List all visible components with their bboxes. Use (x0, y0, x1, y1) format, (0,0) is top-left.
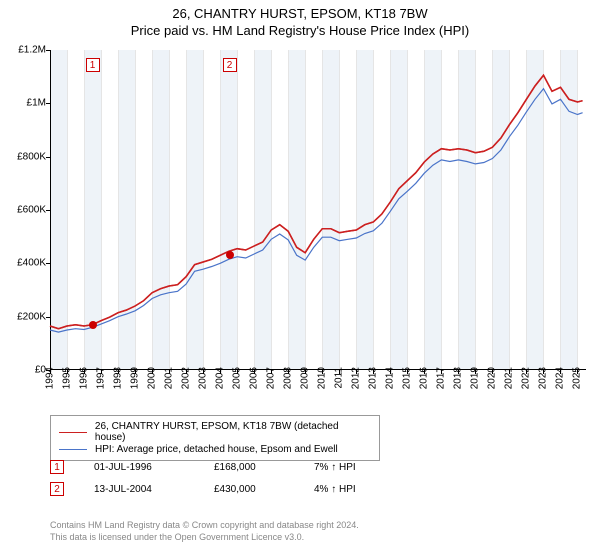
xtick-label: 2001 (164, 367, 175, 389)
sale-marker-2: 2 (50, 482, 64, 496)
xtick-label: 2003 (198, 367, 209, 389)
sale-date-1: 01-JUL-1996 (94, 462, 184, 473)
chart-marker-2: 2 (223, 58, 237, 72)
footer-attribution: Contains HM Land Registry data © Crown c… (50, 520, 359, 543)
chart-subtitle: Price paid vs. HM Land Registry's House … (0, 23, 600, 38)
xtick-label: 2005 (232, 367, 243, 389)
ytick-mark (46, 263, 50, 264)
legend-label-hpi: HPI: Average price, detached house, Epso… (95, 444, 338, 455)
legend-box: 26, CHANTRY HURST, EPSOM, KT18 7BW (deta… (50, 415, 380, 461)
sale-price-2: £430,000 (214, 484, 284, 495)
chart-title: 26, CHANTRY HURST, EPSOM, KT18 7BW (0, 6, 600, 21)
xtick-label: 2019 (470, 367, 481, 389)
ytick-mark (46, 370, 50, 371)
xtick-label: 2014 (385, 367, 396, 389)
ytick-mark (46, 103, 50, 104)
sale-marker-1: 1 (50, 460, 64, 474)
xtick-label: 2012 (351, 367, 362, 389)
xtick-label: 2007 (266, 367, 277, 389)
sale-pct-2: 4% ↑ HPI (314, 484, 356, 495)
xtick-label: 2013 (368, 367, 379, 389)
sale-price-1: £168,000 (214, 462, 284, 473)
xtick-label: 2006 (249, 367, 260, 389)
ytick-mark (46, 50, 50, 51)
footer-line1: Contains HM Land Registry data © Crown c… (50, 520, 359, 532)
ytick-label: £800K (2, 151, 46, 162)
ytick-label: £1M (2, 98, 46, 109)
footer-line2: This data is licensed under the Open Gov… (50, 532, 359, 544)
sale-date-2: 13-JUL-2004 (94, 484, 184, 495)
ytick-mark (46, 317, 50, 318)
ytick-mark (46, 210, 50, 211)
ytick-label: £400K (2, 258, 46, 269)
xtick-label: 2010 (317, 367, 328, 389)
xtick-label: 2022 (521, 367, 532, 389)
legend-row-hpi: HPI: Average price, detached house, Epso… (59, 444, 371, 455)
xtick-label: 2009 (300, 367, 311, 389)
xtick-label: 1999 (130, 367, 141, 389)
xtick-label: 1998 (113, 367, 124, 389)
ytick-label: £0 (2, 365, 46, 376)
legend-label-property: 26, CHANTRY HURST, EPSOM, KT18 7BW (deta… (95, 421, 371, 443)
legend-swatch-blue (59, 449, 87, 450)
xtick-label: 1996 (79, 367, 90, 389)
xtick-label: 1997 (96, 367, 107, 389)
sale-row-2: 2 13-JUL-2004 £430,000 4% ↑ HPI (50, 482, 356, 496)
sale-row-1: 1 01-JUL-1996 £168,000 7% ↑ HPI (50, 460, 356, 474)
xtick-label: 2004 (215, 367, 226, 389)
xtick-label: 2002 (181, 367, 192, 389)
sale-pct-1: 7% ↑ HPI (314, 462, 356, 473)
xtick-label: 2020 (487, 367, 498, 389)
series-line-red-top (50, 75, 583, 328)
xtick-label: 1995 (62, 367, 73, 389)
series-line-blue (50, 89, 583, 332)
xtick-label: 2015 (402, 367, 413, 389)
sale-dot-1 (89, 321, 97, 329)
xtick-label: 2023 (538, 367, 549, 389)
title-block: 26, CHANTRY HURST, EPSOM, KT18 7BW Price… (0, 0, 600, 38)
sales-table: 1 01-JUL-1996 £168,000 7% ↑ HPI 2 13-JUL… (50, 460, 356, 504)
ytick-label: £200K (2, 311, 46, 322)
xtick-label: 2025 (572, 367, 583, 389)
xtick-label: 2017 (436, 367, 447, 389)
xtick-label: 2000 (147, 367, 158, 389)
ytick-label: £600K (2, 205, 46, 216)
ytick-label: £1.2M (2, 45, 46, 56)
ytick-mark (46, 157, 50, 158)
line-series-svg (50, 50, 586, 370)
sale-dot-2 (226, 251, 234, 259)
xtick-label: 2011 (334, 367, 345, 389)
chart-marker-1: 1 (86, 58, 100, 72)
xtick-label: 2018 (453, 367, 464, 389)
xtick-label: 2016 (419, 367, 430, 389)
xtick-label: 2008 (283, 367, 294, 389)
series-line-red (50, 75, 583, 328)
legend-swatch-red (59, 432, 87, 433)
xtick-label: 2024 (555, 367, 566, 389)
chart-plot-area: 1994199519961997199819992000200120022003… (50, 50, 586, 370)
xtick-label: 2021 (504, 367, 515, 389)
legend-row-property: 26, CHANTRY HURST, EPSOM, KT18 7BW (deta… (59, 421, 371, 443)
chart-container: 26, CHANTRY HURST, EPSOM, KT18 7BW Price… (0, 0, 600, 560)
